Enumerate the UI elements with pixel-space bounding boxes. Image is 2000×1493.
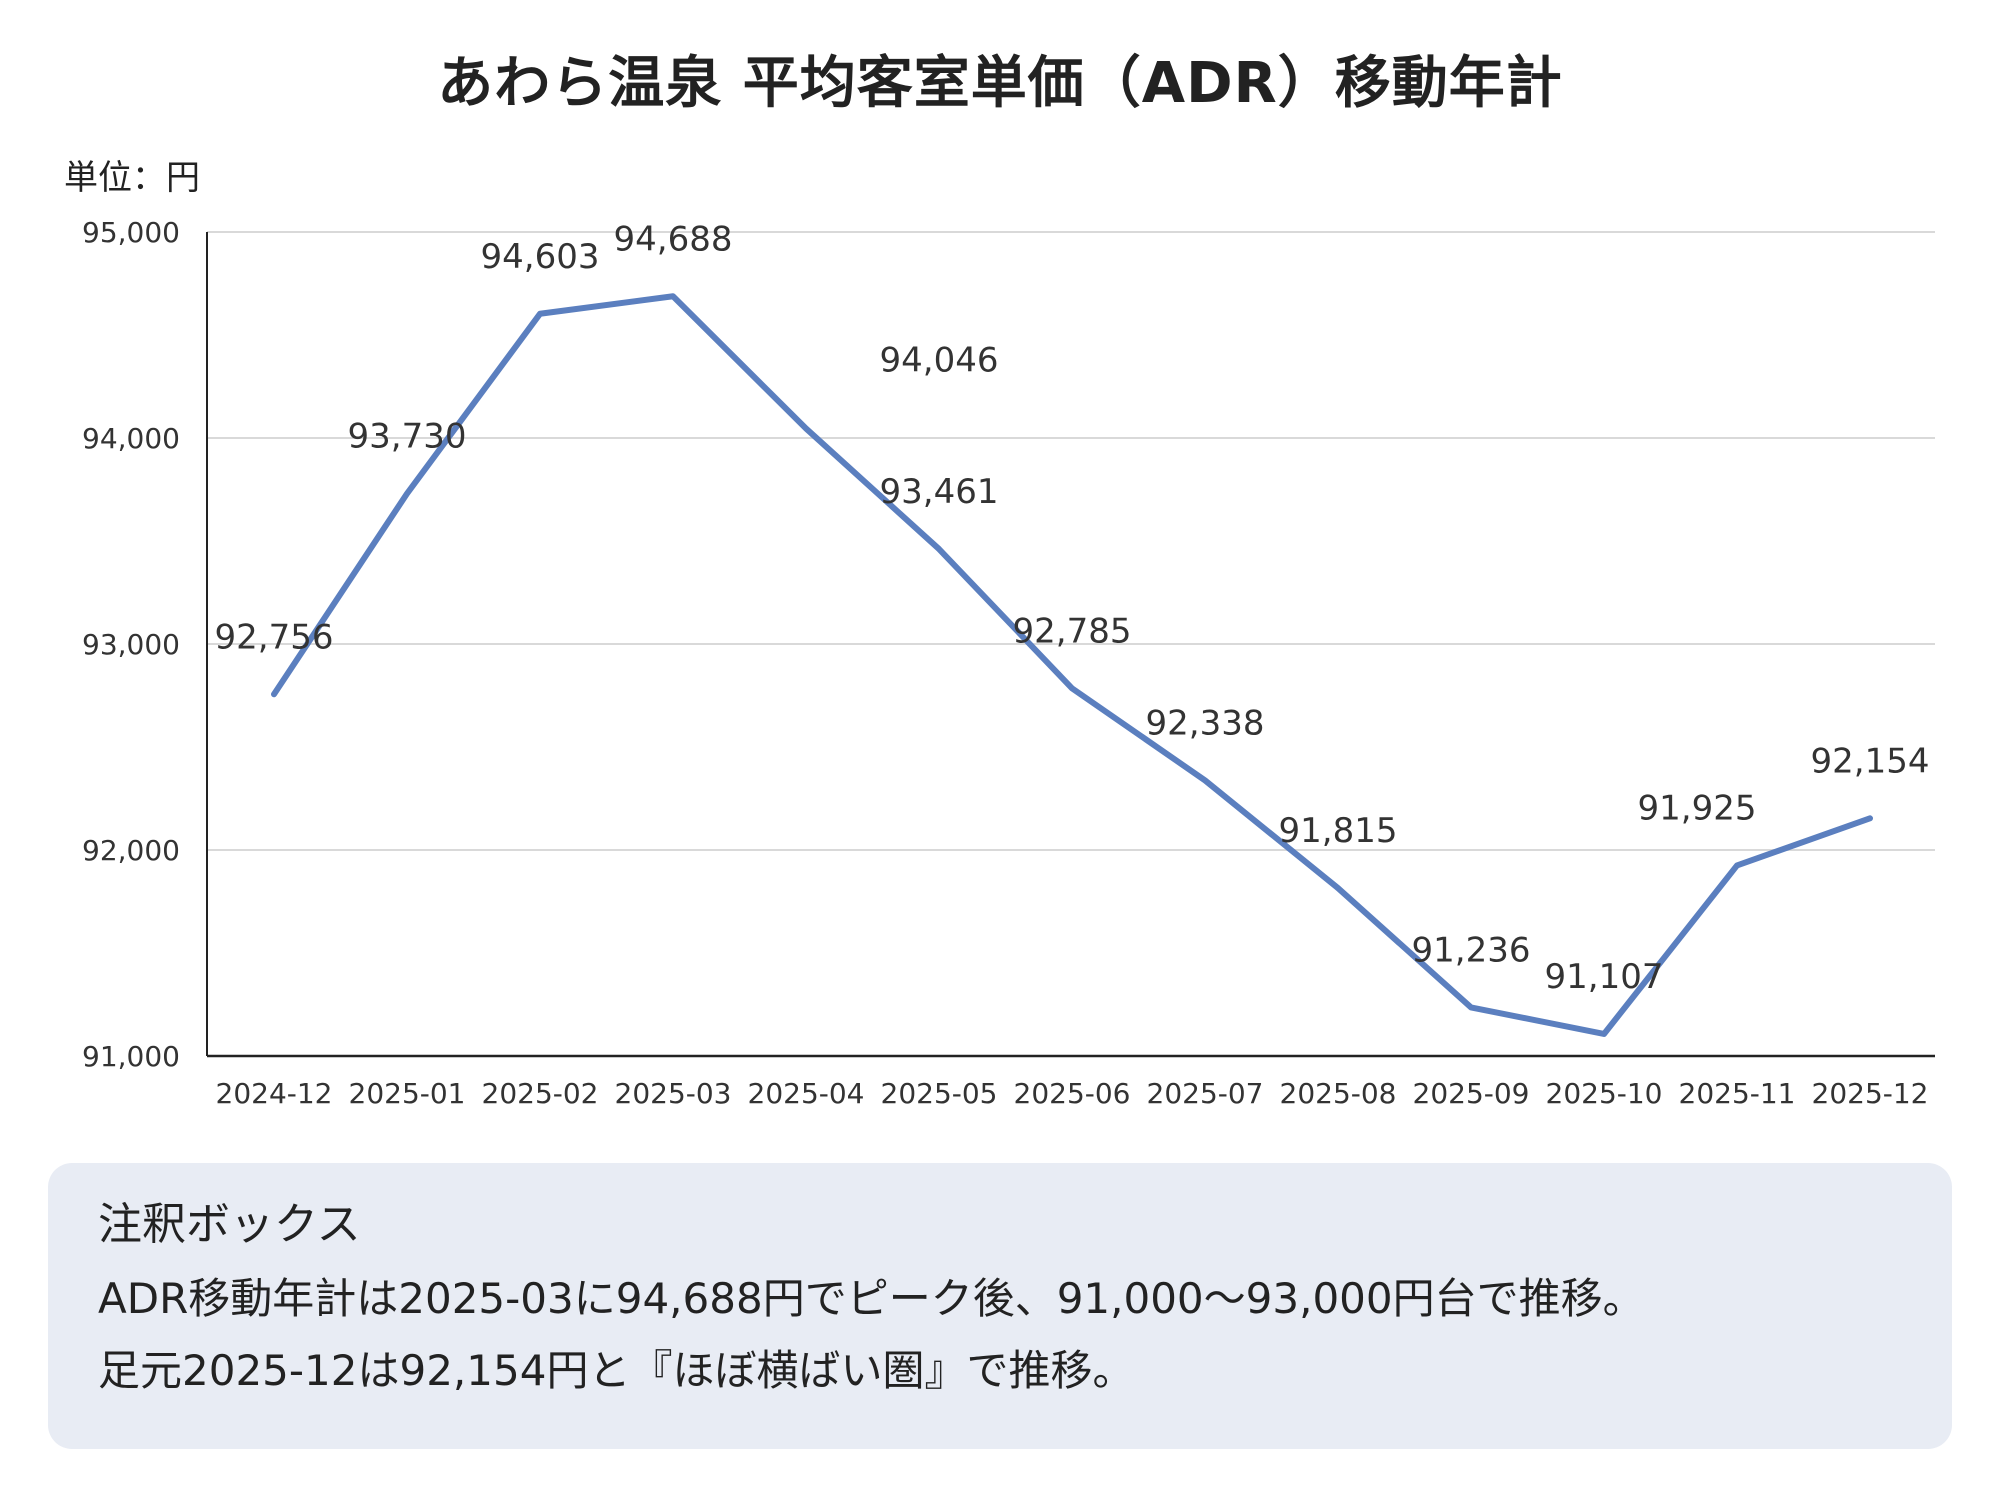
x-tick-label: 2025-11 <box>1679 1077 1796 1110</box>
data-label: 92,154 <box>1811 741 1930 781</box>
data-point <box>803 426 809 432</box>
x-tick-label: 2025-08 <box>1280 1077 1397 1110</box>
data-point <box>1069 685 1075 691</box>
y-tick-label: 94,000 <box>82 422 180 455</box>
data-label: 92,785 <box>1013 611 1132 651</box>
note-box: 注釈ボックス ADR移動年計は2025-03に94,688円でピーク後、91,0… <box>48 1163 1952 1449</box>
data-label: 93,461 <box>880 472 999 512</box>
data-label: 94,688 <box>614 219 733 259</box>
note-heading: 注釈ボックス <box>98 1199 361 1250</box>
data-point <box>670 293 676 299</box>
chart-title: あわら温泉 平均客室単価（ADR）移動年計 <box>437 51 1563 116</box>
x-tick-label: 2025-10 <box>1546 1077 1663 1110</box>
data-point <box>1202 777 1208 783</box>
axes <box>206 232 1935 1058</box>
data-point <box>936 546 942 552</box>
x-tick-label: 2025-02 <box>482 1077 599 1110</box>
y-tick-label: 91,000 <box>82 1040 180 1073</box>
y-tick-label: 95,000 <box>82 216 180 249</box>
series-line <box>271 293 1873 1037</box>
data-point <box>537 311 543 317</box>
data-point <box>1335 885 1341 891</box>
data-label: 92,338 <box>1146 703 1265 743</box>
data-label: 94,046 <box>880 341 999 381</box>
x-tick-label: 2025-09 <box>1413 1077 1530 1110</box>
y-tick-labels: 91,000 92,000 93,000 94,000 95,000 <box>82 216 180 1073</box>
y-tick-label: 93,000 <box>82 628 180 661</box>
unit-label: 単位：円 <box>64 158 200 198</box>
x-tick-label: 2024-12 <box>216 1077 333 1110</box>
data-label: 93,730 <box>348 417 467 457</box>
series-line-adr <box>271 293 1873 1037</box>
x-tick-label: 2025-05 <box>881 1077 998 1110</box>
data-point <box>271 691 277 697</box>
x-tick-label: 2025-06 <box>1014 1077 1131 1110</box>
data-label: 91,815 <box>1279 811 1398 851</box>
y-tick-label: 92,000 <box>82 834 180 867</box>
x-tick-label: 2025-01 <box>349 1077 466 1110</box>
data-label: 91,236 <box>1412 930 1531 970</box>
note-line-1: ADR移動年計は2025-03に94,688円でピーク後、91,000～93,0… <box>98 1274 1645 1323</box>
data-label: 92,756 <box>215 617 334 657</box>
data-label: 91,107 <box>1545 957 1664 997</box>
grid-lines <box>207 231 1935 851</box>
x-tick-label: 2025-12 <box>1812 1077 1929 1110</box>
x-tick-label: 2025-04 <box>748 1077 865 1110</box>
x-tick-labels: 2024-12 2025-01 2025-02 2025-03 2025-04 2025-… <box>216 1077 1929 1110</box>
note-line-2: 足元2025-12は92,154円と『ほぼ横ばい圏』で推移。 <box>98 1346 1135 1395</box>
data-label: 94,603 <box>481 237 600 277</box>
data-point <box>1601 1031 1607 1037</box>
data-labels: 92,756 93,730 94,603 94,688 94,046 93,461 92,7… <box>215 219 1930 997</box>
data-point <box>1867 815 1873 821</box>
x-tick-label: 2025-03 <box>615 1077 732 1110</box>
data-point <box>1734 862 1740 868</box>
data-label: 91,925 <box>1638 788 1757 828</box>
data-point <box>404 491 410 497</box>
x-tick-label: 2025-07 <box>1147 1077 1264 1110</box>
data-point <box>1468 1004 1474 1010</box>
